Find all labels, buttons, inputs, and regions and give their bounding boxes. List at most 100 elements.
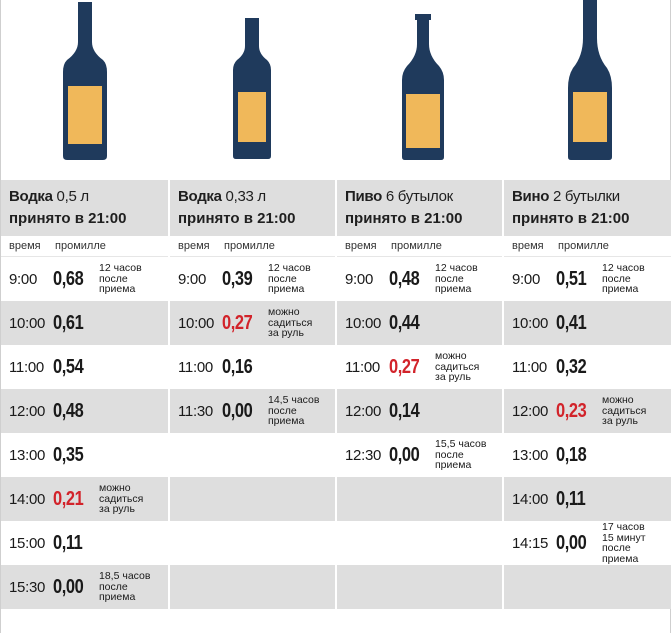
column-header: Пиво 6 бутылок принято в 21:00 [337, 180, 502, 236]
table-row: 12:30 0,00 15,5 часов после приема [337, 433, 502, 477]
promille-value: 0,00 [556, 531, 587, 554]
subheader: время промилле [1, 236, 168, 257]
table-row: 9:00 0,39 12 часов после приема [170, 257, 335, 301]
promille-value: 0,39 [222, 267, 253, 290]
table-row: 11:00 0,32 [504, 345, 671, 389]
row-note: 18,5 часов после приема [99, 570, 151, 604]
table-row: 9:00 0,68 12 часов после приема [1, 257, 168, 301]
promille-value: 0,27 [389, 355, 420, 378]
drink-column: Вино 2 бутылки принято в 21:00 время промил… [502, 180, 671, 609]
time-cell: 10:00 [178, 314, 215, 332]
wine-bottle-icon [568, 0, 612, 160]
table-row: 15:30 0,00 18,5 часов после приема [1, 565, 168, 609]
row-note: можно садиться за руль [435, 350, 480, 384]
row-note: 15,5 часов после приема [435, 438, 487, 472]
promille-value: 0,11 [53, 531, 83, 554]
time-cell: 12:00 [9, 402, 46, 420]
table-row: 14:00 0,11 [504, 477, 671, 521]
drink-column: Водка 0,33 л принято в 21:00 время промилле… [168, 180, 335, 609]
promille-value: 0,41 [556, 311, 587, 334]
time-cell: 10:00 [345, 314, 382, 332]
taken-time: принято в 21:00 [345, 210, 463, 227]
table-row: 15:00 0,11 [1, 521, 168, 565]
promille-value: 0,18 [556, 443, 587, 466]
subheader: время промилле [170, 236, 335, 257]
row-note: 14,5 часов после приема [268, 394, 320, 428]
drink-name: Водка [178, 188, 222, 205]
time-cell: 12:00 [512, 402, 549, 420]
table-row: 11:00 0,16 [170, 345, 335, 389]
time-cell: 9:00 [345, 270, 373, 288]
table-row: 11:30 0,00 14,5 часов после приема [170, 389, 335, 433]
row-note: 17 часов 15 минут после приема [602, 521, 646, 565]
time-header: время [9, 240, 41, 252]
promille-value: 0,48 [389, 267, 420, 290]
table-row: 11:00 0,27 можно садиться за руль [337, 345, 502, 389]
time-cell: 10:00 [9, 314, 46, 332]
time-cell: 11:00 [9, 358, 44, 376]
drink-amount: 2 бутылки [552, 188, 620, 205]
taken-time: принято в 21:00 [9, 210, 127, 227]
promille-value: 0,44 [389, 311, 420, 334]
table-row [504, 565, 671, 609]
drink-name: Вино [512, 188, 550, 205]
promille-header: промилле [558, 240, 609, 252]
table-row [170, 433, 335, 477]
time-cell: 15:30 [9, 578, 46, 596]
time-header: время [345, 240, 377, 252]
beer-bottle-icon [402, 14, 444, 160]
table-row: 14:15 0,00 17 часов 15 минут после приема [504, 521, 671, 565]
subheader: время промилле [504, 236, 671, 257]
promille-header: промилле [391, 240, 442, 252]
time-cell: 12:30 [345, 446, 382, 464]
time-cell: 12:00 [345, 402, 382, 420]
table-row: 11:00 0,54 [1, 345, 168, 389]
promille-value: 0,35 [53, 443, 84, 466]
promille-value: 0,16 [222, 355, 253, 378]
time-cell: 9:00 [512, 270, 540, 288]
time-cell: 14:00 [9, 490, 46, 508]
taken-time: принято в 21:00 [178, 210, 296, 227]
column-header: Вино 2 бутылки принято в 21:00 [504, 180, 671, 236]
subheader: время промилле [337, 236, 502, 257]
time-header: время [512, 240, 544, 252]
promille-header: промилле [55, 240, 106, 252]
promille-table: Водка 0,5 л принято в 21:00 время промилле 9… [1, 180, 671, 609]
table-row: 10:00 0,41 [504, 301, 671, 345]
promille-value: 0,00 [222, 399, 253, 422]
table-row [337, 477, 502, 521]
taken-time: принято в 21:00 [512, 210, 630, 227]
time-cell: 9:00 [9, 270, 37, 288]
time-header: время [178, 240, 210, 252]
row-note: можно садиться за руль [99, 482, 144, 516]
table-row: 13:00 0,35 [1, 433, 168, 477]
time-cell: 15:00 [9, 534, 46, 552]
promille-value: 0,27 [222, 311, 253, 334]
promille-value: 0,14 [389, 399, 420, 422]
table-row: 9:00 0,51 12 часов после приема [504, 257, 671, 301]
promille-value: 0,54 [53, 355, 84, 378]
drink-title: Водка 0,33 л [178, 186, 335, 208]
table-row: 12:00 0,23 можно садиться за руль [504, 389, 671, 433]
time-cell: 13:00 [9, 446, 46, 464]
promille-header: промилле [224, 240, 275, 252]
table-row: 9:00 0,48 12 часов после приема [337, 257, 502, 301]
row-note: 12 часов после приема [435, 262, 478, 296]
promille-value: 0,23 [556, 399, 587, 422]
table-row: 14:00 0,21 можно садиться за руль [1, 477, 168, 521]
drink-amount: 6 бутылок [385, 188, 453, 205]
drink-column: Водка 0,5 л принято в 21:00 время промилле 9… [1, 180, 168, 609]
drink-name: Водка [9, 188, 53, 205]
promille-value: 0,68 [53, 267, 84, 290]
table-row: 13:00 0,18 [504, 433, 671, 477]
time-cell: 11:00 [345, 358, 380, 376]
time-cell: 11:00 [512, 358, 547, 376]
drink-amount: 0,33 л [225, 188, 267, 205]
drink-name: Пиво [345, 188, 382, 205]
table-row: 12:00 0,48 [1, 389, 168, 433]
table-row [170, 521, 335, 565]
table-row: 10:00 0,27 можно садиться за руль [170, 301, 335, 345]
promille-value: 0,61 [53, 311, 84, 334]
time-cell: 10:00 [512, 314, 549, 332]
time-cell: 11:00 [178, 358, 213, 376]
